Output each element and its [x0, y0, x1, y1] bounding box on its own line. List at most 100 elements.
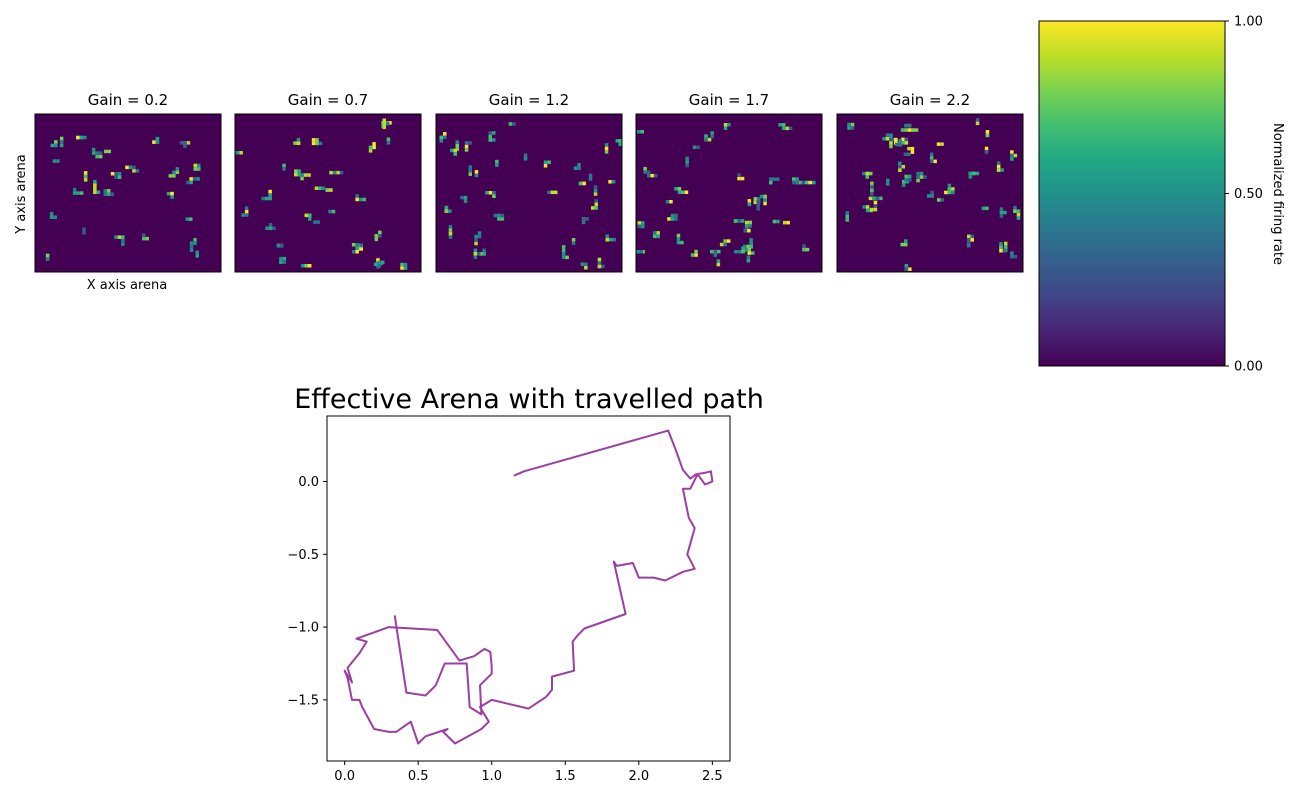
heatmap-cell — [919, 175, 924, 179]
heatmap-cell — [674, 187, 678, 191]
heatmap-cell — [904, 141, 909, 145]
heatmap-cell — [439, 135, 443, 140]
heatmap-cell — [308, 213, 312, 218]
heatmap-cell — [1013, 153, 1018, 158]
heatmap-cell — [604, 143, 609, 147]
heatmap-cell — [639, 250, 643, 254]
heatmap-cell — [268, 226, 273, 230]
heatmap-cell — [474, 173, 479, 178]
heatmap-cell — [83, 171, 88, 175]
heatmap-cell — [482, 248, 486, 253]
heatmap-cell — [561, 255, 566, 260]
heatmap-cell — [244, 213, 249, 217]
heatmap-cell — [110, 192, 114, 196]
heatmap-cell — [805, 247, 810, 252]
x-tick-label: 0.5 — [408, 769, 429, 784]
heatmap-cell — [83, 135, 87, 140]
heatmap-cell — [1016, 212, 1021, 217]
heatmap-cell — [782, 220, 787, 225]
heatmap-cell — [677, 187, 682, 191]
heatmap-cell — [670, 213, 675, 218]
heatmap-cell — [795, 180, 799, 185]
heatmap-cell — [186, 141, 191, 145]
heatmap-cell — [904, 242, 908, 247]
heatmap-cell — [869, 171, 873, 176]
heatmap-cell — [197, 167, 201, 171]
heatmap-cell — [107, 189, 111, 193]
heatmap-cell — [747, 228, 751, 233]
path-plot-frame — [326, 415, 731, 762]
y-tick-label: −0.5 — [287, 548, 319, 563]
heatmap-cell — [189, 180, 193, 185]
heatmap-cell — [311, 138, 316, 142]
heatmap-cell — [561, 245, 566, 249]
heatmap-cell — [926, 194, 931, 198]
heatmap-cell — [448, 231, 453, 236]
heatmap-cell — [910, 146, 915, 151]
colorbar-tick-label: 1.00 — [1234, 15, 1263, 30]
heatmap-cell — [618, 139, 622, 143]
heatmap-cell — [114, 175, 118, 179]
heatmap-cell — [901, 137, 905, 142]
heatmap-cell — [372, 142, 376, 146]
heatmap-cell — [145, 236, 149, 241]
heatmap-cell — [280, 243, 284, 248]
heatmap-cell — [172, 174, 176, 178]
heatmap-cell — [117, 235, 122, 239]
heatmap-cell — [294, 169, 298, 173]
heatmap-cell — [374, 237, 379, 242]
heatmap-cell — [612, 237, 616, 242]
heatmap-cell — [550, 190, 554, 195]
heatmap-cell — [508, 122, 513, 126]
heatmap-cell — [605, 237, 609, 242]
travelled-path-line — [343, 429, 714, 745]
heatmap-cell — [970, 238, 974, 242]
heatmap-cell — [643, 166, 647, 171]
heatmap-cell — [737, 219, 741, 223]
heatmap-cell — [929, 152, 934, 157]
heatmap-cell — [388, 121, 392, 125]
heatmap-cell — [901, 179, 906, 184]
heatmap-cell — [59, 143, 64, 148]
heatmap-cell — [713, 253, 717, 257]
heatmap-cell — [618, 142, 622, 147]
heatmap-cell — [901, 183, 906, 187]
heatmap-frame — [836, 113, 1024, 273]
heatmap-cell — [710, 249, 714, 254]
heatmap-cell — [751, 251, 755, 255]
heatmap-cell — [448, 209, 452, 213]
heatmap-cell — [930, 194, 934, 198]
heatmap-cell — [951, 190, 955, 195]
heatmap-cell — [359, 247, 363, 251]
heatmap-cell — [747, 199, 752, 203]
heatmap-cell — [1016, 209, 1021, 213]
x-tick-label: 1.5 — [555, 769, 576, 784]
heatmap-cell — [972, 171, 976, 176]
heatmap-cell — [901, 141, 905, 145]
heatmap-cell — [1000, 168, 1004, 172]
heatmap-cell — [597, 257, 602, 262]
heatmap-cell — [439, 139, 443, 143]
heatmap-cell — [898, 168, 902, 172]
heatmap-cell — [297, 172, 301, 177]
heatmap-cell — [795, 177, 799, 181]
heatmap-cell — [756, 203, 760, 208]
heatmap-cell — [862, 205, 866, 209]
x-tick-label: 1.0 — [481, 769, 502, 784]
heatmap-cell — [54, 140, 58, 144]
heatmap-cell — [179, 141, 184, 145]
heatmap-cell — [473, 248, 478, 252]
heatmap-cell — [584, 266, 588, 270]
heatmap-cell — [189, 177, 193, 181]
heatmap-cell — [936, 142, 941, 146]
heatmap-cell — [674, 213, 678, 218]
heatmap-panel-title: Gain = 1.2 — [489, 91, 569, 109]
heatmap-cell — [594, 199, 598, 203]
heatmap-cell — [889, 137, 893, 142]
heatmap-cell — [355, 194, 359, 198]
heatmap-cell — [497, 213, 501, 218]
heatmap-cell — [104, 149, 108, 154]
heatmap-background — [235, 114, 421, 272]
path-plot-ticks: 0.0 0.5 1.0 1.5 2.0 2.5 0.0 −0.5 −1.0 −1.5 — [287, 475, 722, 784]
heatmap-cell — [482, 252, 486, 256]
